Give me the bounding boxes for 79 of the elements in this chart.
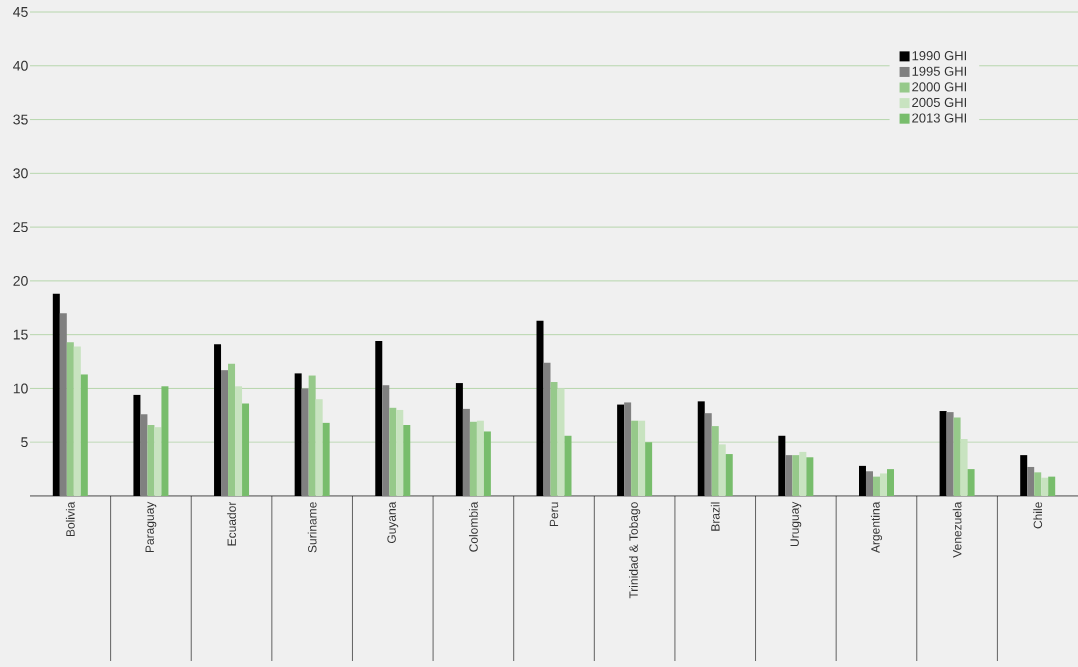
bar bbox=[308, 375, 316, 496]
bar bbox=[221, 370, 229, 496]
bar bbox=[886, 469, 894, 496]
bar bbox=[469, 421, 477, 496]
bar bbox=[1034, 472, 1042, 496]
bar bbox=[967, 469, 975, 496]
bar bbox=[543, 362, 551, 496]
legend-label: 2000 GHI bbox=[912, 82, 967, 92]
y-tick-label: 10 bbox=[13, 383, 28, 394]
x-tick-label: Colombia bbox=[468, 501, 478, 552]
x-tick-label: Venezuela bbox=[952, 501, 962, 558]
y-tick-label: 5 bbox=[21, 437, 28, 448]
legend-label: 1990 GHI bbox=[912, 51, 967, 61]
bar bbox=[1048, 476, 1056, 496]
bar bbox=[557, 388, 565, 496]
bar bbox=[711, 426, 719, 496]
x-tick-label: Chile bbox=[1033, 502, 1043, 529]
legend-label: 2013 GHI bbox=[912, 113, 967, 123]
bar bbox=[638, 420, 646, 496]
bar bbox=[792, 455, 800, 496]
bar bbox=[235, 386, 243, 496]
y-tick-label: 45 bbox=[13, 7, 28, 17]
y-tick-label: 30 bbox=[13, 168, 28, 179]
bar bbox=[879, 473, 887, 496]
bar bbox=[953, 417, 961, 496]
x-tick-label: Brazil bbox=[710, 502, 720, 531]
legend-label: 2005 GHI bbox=[912, 97, 967, 108]
x-tick-label: Argentina bbox=[870, 501, 883, 554]
x-tick-label: Guyana bbox=[387, 501, 399, 544]
bar bbox=[718, 444, 726, 496]
bar bbox=[242, 403, 250, 496]
bar bbox=[1041, 477, 1049, 496]
x-tick-label: Ecuador bbox=[227, 501, 236, 546]
x-tick-label: Suriname bbox=[307, 502, 317, 553]
bar bbox=[624, 402, 632, 496]
bar bbox=[80, 374, 88, 496]
bar bbox=[704, 413, 712, 496]
bar bbox=[872, 476, 880, 496]
bar bbox=[154, 427, 162, 496]
x-tick-label: Bolivia bbox=[65, 501, 75, 537]
bar bbox=[301, 388, 309, 496]
bar bbox=[73, 346, 81, 496]
bar bbox=[147, 425, 155, 496]
bar bbox=[161, 386, 169, 496]
bar bbox=[59, 313, 67, 496]
y-tick-label: 15 bbox=[13, 329, 28, 340]
bar bbox=[785, 455, 793, 496]
y-tick-label: 20 bbox=[13, 275, 28, 286]
bar bbox=[403, 425, 411, 496]
x-tick-label: Trinidad & Tobago bbox=[629, 502, 641, 599]
bar bbox=[806, 457, 814, 496]
bar bbox=[1027, 466, 1035, 496]
bar bbox=[396, 409, 404, 496]
bar bbox=[228, 363, 236, 496]
y-tick-label: 35 bbox=[13, 114, 28, 125]
bar bbox=[550, 381, 558, 496]
legend-label: 1995 GHI bbox=[912, 66, 967, 76]
bar bbox=[140, 414, 148, 496]
bar bbox=[315, 399, 323, 496]
bar bbox=[725, 454, 733, 496]
bar bbox=[476, 420, 484, 496]
y-tick-label: 40 bbox=[13, 60, 28, 71]
bar bbox=[66, 342, 74, 496]
bar bbox=[960, 438, 968, 496]
bar bbox=[799, 451, 807, 496]
bar bbox=[645, 442, 653, 496]
bar bbox=[322, 422, 330, 496]
bar bbox=[564, 435, 572, 496]
x-tick-label: Uruguay bbox=[790, 501, 802, 547]
bar bbox=[483, 431, 491, 496]
y-tick-label: 25 bbox=[13, 222, 28, 233]
bar bbox=[389, 407, 397, 496]
bar bbox=[865, 471, 873, 496]
bar bbox=[382, 385, 390, 496]
bar bbox=[462, 408, 470, 496]
x-tick-label: Paraguay bbox=[145, 501, 157, 553]
bar bbox=[946, 412, 954, 496]
x-tick-label: Peru bbox=[549, 502, 559, 527]
bar bbox=[631, 420, 639, 496]
